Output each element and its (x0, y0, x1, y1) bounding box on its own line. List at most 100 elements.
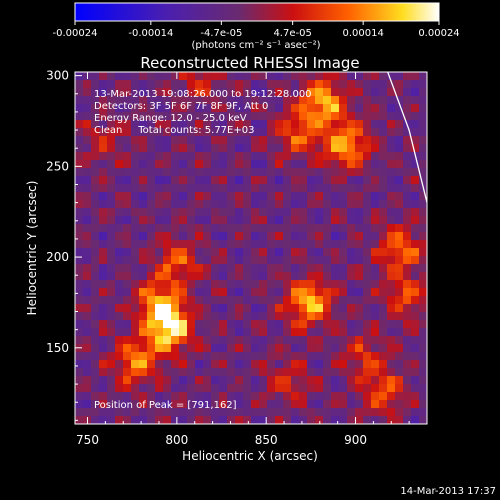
heatmap-cell (243, 320, 252, 329)
heatmap-cell (131, 152, 140, 161)
heatmap-cell (275, 208, 284, 217)
heatmap-cell (411, 72, 420, 81)
heatmap-cell (283, 248, 292, 257)
heatmap-cell (259, 416, 268, 424)
heatmap-cell (339, 408, 348, 417)
heatmap-cell (371, 336, 380, 345)
heatmap-cell (83, 216, 92, 225)
heatmap-cell (379, 264, 388, 273)
heatmap-cell (251, 120, 260, 129)
heatmap-cell (83, 224, 92, 233)
timestamp: 14-Mar-2013 17:37 (400, 486, 496, 497)
heatmap-cell (163, 312, 172, 321)
heatmap-cell (291, 328, 300, 337)
heatmap-cell (331, 176, 340, 185)
y-tick-label: 250 (46, 159, 69, 173)
heatmap-cell (83, 272, 92, 281)
heatmap-cell (299, 128, 308, 137)
heatmap-cell (363, 176, 372, 185)
heatmap-cell (395, 376, 404, 385)
heatmap-cell (131, 216, 140, 225)
heatmap-cell (315, 392, 324, 401)
heatmap-cell (323, 72, 332, 81)
heatmap-cell (355, 184, 364, 193)
heatmap-cell (211, 272, 220, 281)
heatmap-cell (163, 80, 172, 89)
heatmap-cell (283, 112, 292, 121)
heatmap-cell (355, 272, 364, 281)
heatmap-cell (315, 104, 324, 113)
heatmap-cell (155, 128, 164, 137)
heatmap-cell (211, 304, 220, 313)
heatmap-cell (259, 192, 268, 201)
heatmap-cell (267, 144, 276, 153)
heatmap-cell (323, 88, 332, 97)
heatmap-cell (371, 112, 380, 121)
heatmap-cell (147, 400, 156, 409)
colorbar-tick-label: 4.7e-05 (273, 28, 311, 39)
heatmap-cell (147, 280, 156, 289)
heatmap-cell (291, 320, 300, 329)
heatmap-cell (331, 168, 340, 177)
heatmap-cell (243, 360, 252, 369)
heatmap-cell (123, 264, 132, 273)
heatmap-cell (123, 144, 132, 153)
heatmap-cell (371, 104, 380, 113)
heatmap-cell (259, 112, 268, 121)
heatmap-cell (299, 296, 308, 305)
heatmap-cell (347, 208, 356, 217)
heatmap-cell (243, 272, 252, 281)
heatmap-cell (339, 352, 348, 361)
heatmap-cell (267, 160, 276, 169)
heatmap-cell (75, 288, 84, 297)
heatmap-cell (371, 80, 380, 89)
heatmap-cell (211, 72, 220, 81)
heatmap-cell (91, 304, 100, 313)
y-axis-label: Heliocentric Y (arcsec) (25, 181, 39, 316)
heatmap-cell (211, 264, 220, 273)
heatmap-cell (227, 312, 236, 321)
heatmap-cell (323, 352, 332, 361)
heatmap-cell (371, 400, 380, 409)
heatmap-cell (211, 192, 220, 201)
heatmap-cell (411, 128, 420, 137)
heatmap-cell (411, 320, 420, 329)
heatmap-cell (291, 256, 300, 265)
heatmap-cell (131, 232, 140, 241)
heatmap-cell (99, 312, 108, 321)
heatmap-cell (235, 280, 244, 289)
heatmap-cell (211, 224, 220, 233)
heatmap-cell (275, 320, 284, 329)
heatmap-cell (267, 240, 276, 249)
heatmap-cell (211, 392, 220, 401)
heatmap-cell (195, 288, 204, 297)
heatmap-cell (403, 192, 412, 201)
heatmap-cell (243, 296, 252, 305)
heatmap-cell (299, 376, 308, 385)
heatmap-cell (219, 200, 228, 209)
heatmap-cell (283, 192, 292, 201)
heatmap-cell (123, 344, 132, 353)
heatmap-cell (331, 368, 340, 377)
heatmap-cell (347, 320, 356, 329)
heatmap-cell (195, 72, 204, 81)
heatmap-cell (91, 184, 100, 193)
heatmap-cell (387, 288, 396, 297)
heatmap-cell (411, 400, 420, 409)
heatmap-cell (187, 96, 196, 105)
heatmap-cell (219, 256, 228, 265)
heatmap-cell (355, 392, 364, 401)
heatmap-cell (323, 400, 332, 409)
heatmap-cell (315, 224, 324, 233)
heatmap-cell (299, 352, 308, 361)
heatmap-cell (75, 128, 84, 137)
heatmap-cell (259, 216, 268, 225)
heatmap-cell (211, 328, 220, 337)
heatmap-cell (195, 168, 204, 177)
heatmap-cell (347, 344, 356, 353)
heatmap-cell (155, 360, 164, 369)
heatmap-cell (171, 120, 180, 129)
heatmap-cell (227, 320, 236, 329)
heatmap-cell (139, 232, 148, 241)
heatmap-cell (315, 152, 324, 161)
